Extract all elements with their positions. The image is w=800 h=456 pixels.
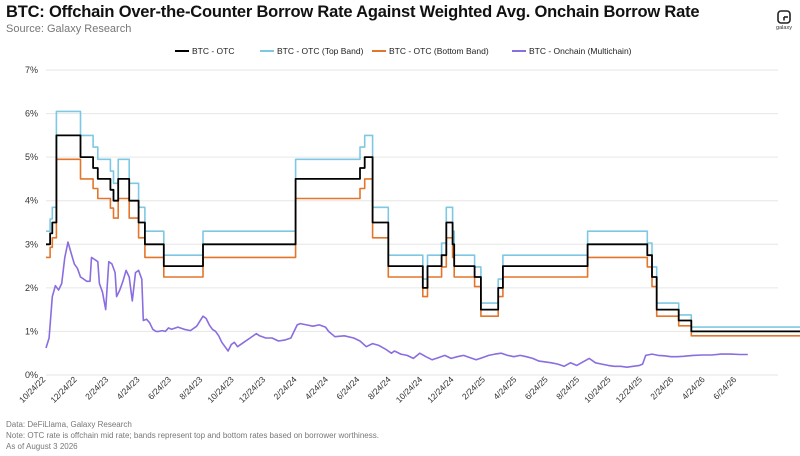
legend-label-otc: BTC - OTC	[192, 46, 235, 56]
series-line-otc	[46, 134, 800, 333]
x-tick-label: 8/24/25	[554, 374, 581, 401]
y-tick-label: 4%	[25, 196, 38, 206]
x-tick-label: 8/24/24	[366, 374, 393, 401]
x-tick-label: 4/24/25	[491, 374, 518, 401]
chart-title: BTC: Offchain Over-the-Counter Borrow Ra…	[6, 3, 700, 21]
y-tick-label: 6%	[25, 109, 38, 119]
x-tick-label: 10/24/25	[582, 374, 613, 405]
x-tick-label: 10/24/23	[205, 374, 236, 405]
galaxy-logo-icon	[777, 10, 791, 24]
y-tick-label: 3%	[25, 239, 38, 249]
legend-swatch-top-band	[260, 50, 274, 52]
legend-item-onchain: BTC - Onchain (Multichain)	[512, 46, 632, 56]
chart-footer: Data: DeFiLlama, Galaxy Research Note: O…	[6, 419, 379, 452]
y-tick-label: 2%	[25, 283, 38, 293]
x-tick-label: 4/24/24	[303, 374, 330, 401]
y-tick-label: 5%	[25, 152, 38, 162]
x-tick-label: 6/24/26	[711, 374, 738, 401]
chart-legend: BTC - OTC BTC - OTC (Top Band) BTC - OTC…	[0, 46, 800, 58]
legend-swatch-bottom-band	[372, 50, 386, 52]
footer-data-source: Data: DeFiLlama, Galaxy Research	[6, 420, 132, 429]
legend-item-bottom-band: BTC - OTC (Bottom Band)	[372, 46, 489, 56]
y-tick-label: 7%	[25, 65, 38, 75]
series-line-onchain	[45, 241, 748, 368]
x-tick-label: 10/24/24	[394, 374, 425, 405]
y-tick-label: 1%	[25, 326, 38, 336]
galaxy-logo-text: galaxy	[776, 25, 792, 31]
x-tick-label: 12/24/22	[48, 374, 79, 405]
x-tick-label: 12/24/25	[614, 374, 645, 405]
x-tick-label: 6/24/24	[334, 374, 361, 401]
x-tick-label: 6/24/25	[523, 374, 550, 401]
legend-item-top-band: BTC - OTC (Top Band)	[260, 46, 363, 56]
x-tick-label: 6/24/23	[146, 374, 173, 401]
y-tick-label: 0%	[25, 370, 38, 380]
x-tick-label: 8/24/23	[177, 374, 204, 401]
x-tick-label: 12/24/23	[237, 374, 268, 405]
legend-label-top-band: BTC - OTC (Top Band)	[277, 46, 364, 56]
x-tick-label: 2/24/25	[460, 374, 487, 401]
x-tick-label: 2/24/26	[648, 374, 675, 401]
legend-swatch-otc	[175, 50, 189, 52]
x-tick-label: 12/24/24	[425, 374, 456, 405]
legend-label-onchain: BTC - Onchain (Multichain)	[529, 46, 632, 56]
series-line-bottom-band	[46, 158, 800, 337]
legend-item-otc: BTC - OTC	[175, 46, 235, 56]
legend-swatch-onchain	[512, 50, 526, 52]
x-tick-label: 2/24/23	[83, 374, 110, 401]
x-tick-label: 2/24/24	[271, 374, 298, 401]
x-tick-label: 4/24/26	[680, 374, 707, 401]
footer-note: Note: OTC rate is offchain mid rate; ban…	[6, 431, 379, 440]
line-chart: 0%1%2%3%4%5%6%7%10/24/22 12/24/22 2/24/23 4…	[17, 65, 800, 405]
chart-subtitle: Source: Galaxy Research	[6, 23, 132, 35]
x-tick-label: 4/24/23	[114, 374, 141, 401]
footer-as-of: As of August 3 2026	[6, 442, 78, 451]
legend-label-bottom-band: BTC - OTC (Bottom Band)	[389, 46, 489, 56]
galaxy-logo: galaxy	[773, 10, 795, 31]
